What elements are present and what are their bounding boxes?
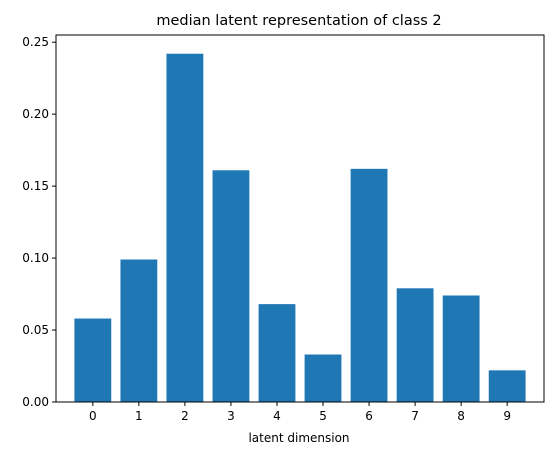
bars-group [74, 53, 526, 402]
bar-3 [212, 170, 250, 402]
y-tick-label: 0.10 [22, 251, 49, 265]
y-axis: 0.00 0.05 0.10 0.15 0.20 0.25 [22, 35, 56, 409]
x-tick-label: 0 [89, 409, 97, 423]
bar-2 [166, 53, 204, 402]
y-tick-label: 0.05 [22, 323, 49, 337]
x-tick-label: 8 [457, 409, 465, 423]
chart-title: median latent representation of class 2 [156, 13, 441, 29]
x-tick-label: 3 [227, 409, 235, 423]
plot-frame [55, 34, 545, 403]
y-tick-label: 0.15 [22, 179, 49, 193]
x-axis-label: latent dimension [248, 431, 349, 445]
x-tick-label: 1 [135, 409, 143, 423]
x-tick-label: 5 [319, 409, 327, 423]
bar-8 [442, 295, 480, 402]
y-tick-label: 0.00 [22, 395, 49, 409]
y-tick-label: 0.20 [22, 107, 49, 121]
x-tick-label: 9 [503, 409, 511, 423]
bar-7 [396, 288, 434, 402]
x-tick-label: 4 [273, 409, 281, 423]
y-tick-label: 0.25 [22, 35, 49, 49]
x-tick-label: 2 [181, 409, 189, 423]
bar-4 [258, 304, 296, 402]
bar-5 [304, 354, 342, 402]
bar-9 [488, 370, 526, 402]
bar-6 [350, 168, 388, 402]
bar-1 [120, 259, 158, 402]
bar-0 [74, 318, 112, 402]
x-tick-label: 6 [365, 409, 373, 423]
x-tick-label: 7 [411, 409, 419, 423]
x-axis: 0 1 2 3 4 5 6 7 8 9 [89, 402, 511, 423]
